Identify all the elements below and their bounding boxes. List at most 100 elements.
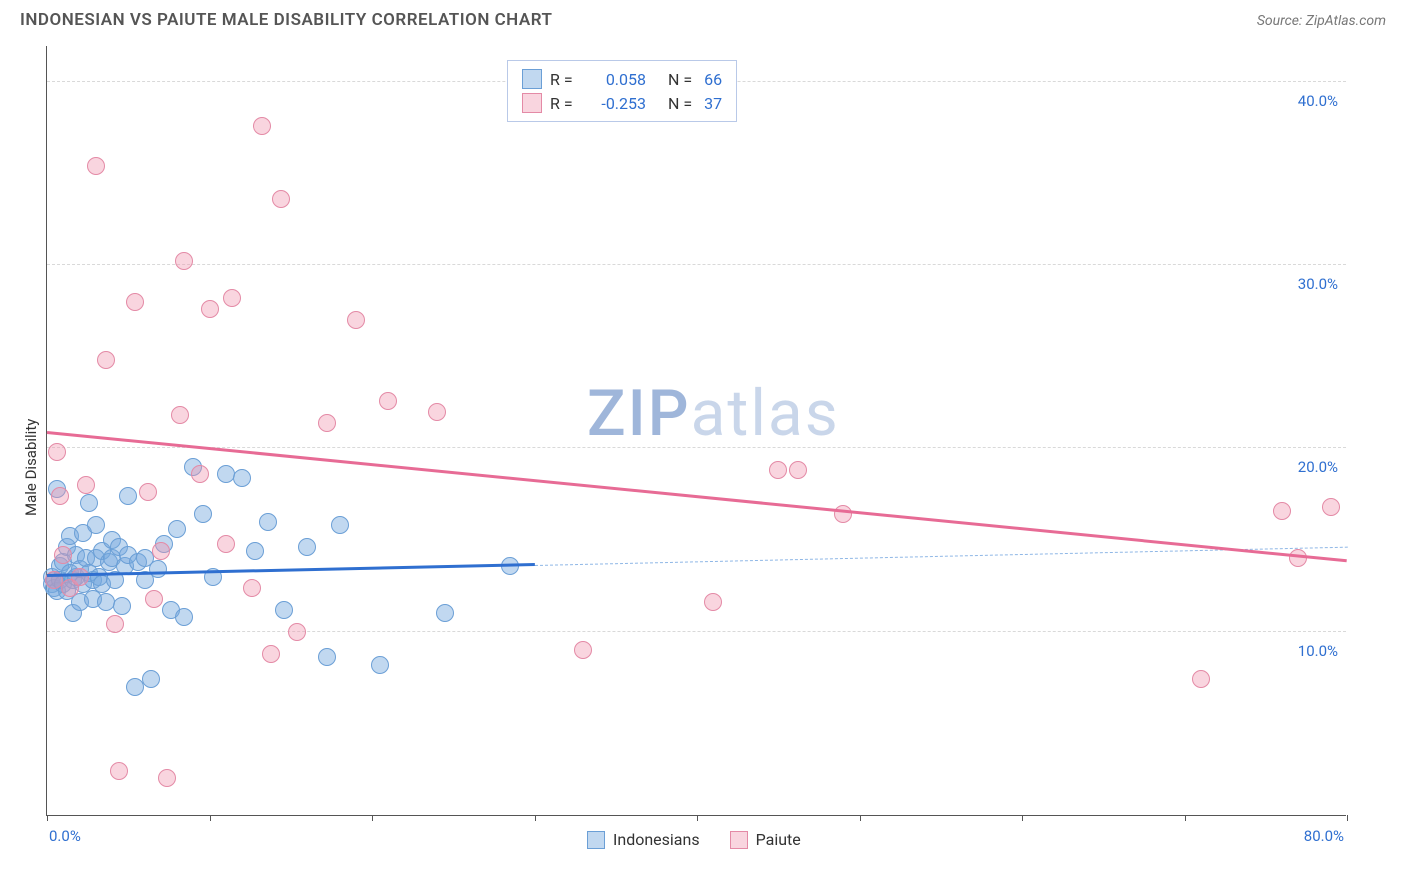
data-point (243, 579, 261, 597)
data-point (152, 542, 170, 560)
r-value: 0.058 (586, 70, 646, 89)
data-point (318, 648, 336, 666)
x-tick (1022, 815, 1023, 821)
x-tick-label: 80.0% (1304, 827, 1344, 845)
data-point (789, 461, 807, 479)
y-tick-label: 10.0% (1298, 642, 1338, 660)
data-point (246, 542, 264, 560)
n-label: N = (668, 70, 692, 89)
data-point (379, 392, 397, 410)
chart-container: 10.0%20.0%30.0%40.0%0.0%80.0%ZIPatlasR =… (0, 36, 1406, 886)
x-tick (210, 815, 211, 821)
x-tick (1185, 815, 1186, 821)
data-point (126, 678, 144, 696)
data-point (428, 403, 446, 421)
data-point (142, 670, 160, 688)
legend-row: R = 0.058 N = 66 (522, 67, 722, 91)
data-point (139, 483, 157, 501)
data-point (259, 513, 277, 531)
data-point (87, 516, 105, 534)
gridline (47, 447, 1346, 448)
data-point (347, 311, 365, 329)
data-point (574, 641, 592, 659)
data-point (87, 157, 105, 175)
x-tick (1347, 815, 1348, 821)
y-tick-label: 20.0% (1298, 458, 1338, 476)
legend-label: Indonesians (613, 830, 700, 849)
data-point (318, 414, 336, 432)
data-point (272, 190, 290, 208)
data-point (217, 535, 235, 553)
legend-item: Paiute (730, 830, 801, 849)
data-point (97, 351, 115, 369)
data-point (175, 252, 193, 270)
data-point (119, 487, 137, 505)
chart-title: INDONESIAN VS PAIUTE MALE DISABILITY COR… (20, 10, 552, 30)
x-tick (47, 815, 48, 821)
legend-swatch (522, 93, 542, 113)
data-point (1322, 498, 1340, 516)
legend-swatch (522, 69, 542, 89)
plot-area: 10.0%20.0%30.0%40.0%0.0%80.0%ZIPatlasR =… (46, 46, 1346, 816)
data-point (217, 465, 235, 483)
y-tick-label: 40.0% (1298, 92, 1338, 110)
data-point (80, 494, 98, 512)
data-point (175, 608, 193, 626)
data-point (145, 590, 163, 608)
data-point (769, 461, 787, 479)
data-point (106, 615, 124, 633)
data-point (1192, 670, 1210, 688)
data-point (77, 476, 95, 494)
y-tick-label: 30.0% (1298, 275, 1338, 293)
x-tick (860, 815, 861, 821)
legend-label: Paiute (756, 830, 801, 849)
data-point (298, 538, 316, 556)
n-value: 66 (704, 70, 722, 89)
gridline (47, 631, 1346, 632)
data-point (201, 300, 219, 318)
watermark: ZIPatlas (587, 376, 840, 451)
legend-swatch (730, 831, 748, 849)
data-point (436, 604, 454, 622)
x-tick (372, 815, 373, 821)
trend-line (47, 431, 1347, 562)
y-axis-title: Male Disability (22, 419, 40, 516)
data-point (1289, 549, 1307, 567)
data-point (262, 645, 280, 663)
data-point (371, 656, 389, 674)
data-point (275, 601, 293, 619)
data-point (288, 623, 306, 641)
data-point (126, 293, 144, 311)
data-point (223, 289, 241, 307)
series-legend: Indonesians Paiute (587, 830, 801, 849)
data-point (51, 487, 69, 505)
data-point (191, 465, 209, 483)
data-point (194, 505, 212, 523)
legend-row: R = -0.253 N = 37 (522, 91, 722, 115)
data-point (149, 560, 167, 578)
r-label: R = (550, 94, 578, 113)
data-point (168, 520, 186, 538)
source-label: Source: ZipAtlas.com (1257, 13, 1386, 29)
r-value: -0.253 (586, 94, 646, 113)
legend-item: Indonesians (587, 830, 700, 849)
data-point (110, 762, 128, 780)
data-point (253, 117, 271, 135)
data-point (54, 546, 72, 564)
gridline (47, 264, 1346, 265)
x-tick (535, 815, 536, 821)
data-point (331, 516, 349, 534)
n-value: 37 (704, 94, 722, 113)
correlation-legend: R = 0.058 N = 66 R = -0.253 N = 37 (507, 60, 737, 122)
data-point (158, 769, 176, 787)
r-label: R = (550, 70, 578, 89)
data-point (704, 593, 722, 611)
x-tick (697, 815, 698, 821)
data-point (48, 443, 66, 461)
data-point (97, 593, 115, 611)
data-point (233, 469, 251, 487)
data-point (71, 568, 89, 586)
legend-swatch (587, 831, 605, 849)
data-point (113, 597, 131, 615)
n-label: N = (668, 94, 692, 113)
